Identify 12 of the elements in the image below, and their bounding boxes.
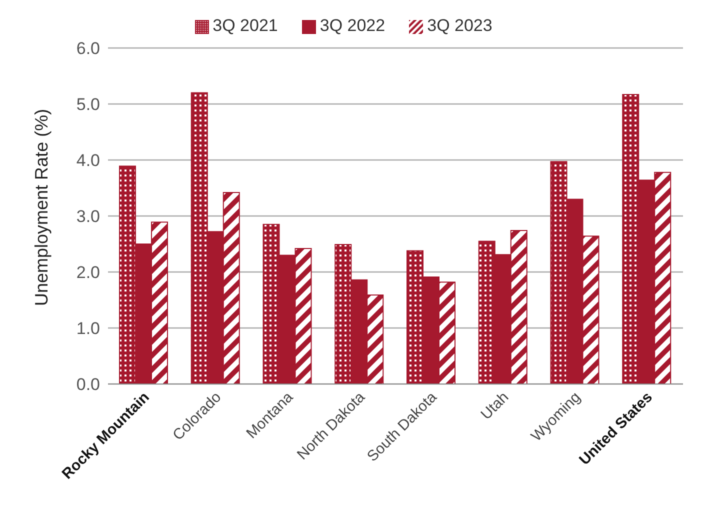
y-tick-label: 2.0 [76,263,100,282]
y-tick-label: 3.0 [76,207,100,226]
y-axis-title: Unemployment Rate (%) [31,108,52,306]
y-tick-label: 6.0 [76,39,100,58]
y-tick-label: 5.0 [76,95,100,114]
y-tick-label: 1.0 [76,319,100,338]
y-tick-label: 4.0 [76,151,100,170]
y-tick-label: 0.0 [76,375,100,394]
x-tick-label: Utah [478,388,512,424]
legend-label: 3Q 2023 [427,16,492,35]
legend-label: 3Q 2022 [320,16,386,35]
legend-label: 3Q 2021 [212,16,278,35]
